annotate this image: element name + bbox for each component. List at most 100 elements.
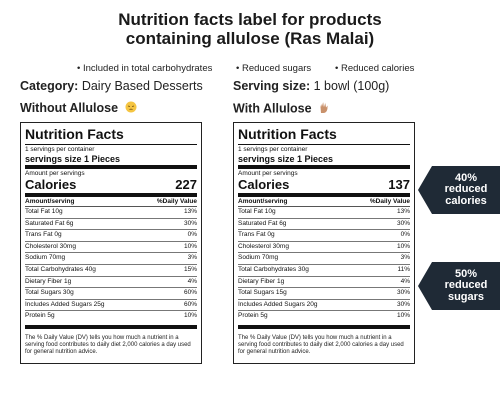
nutrient-dv: 11% (397, 265, 410, 273)
left-footnote: The % Daily Value (DV) tells you how muc… (25, 334, 191, 355)
nutrient-name: Total Carbohydrates 40g (25, 265, 96, 273)
nutrient-dv: 30% (183, 219, 197, 227)
left-col-header: Amount/serving %Daily Value (25, 198, 197, 206)
pensive-face-icon (125, 101, 137, 116)
nutrient-name: Includes Added Sugars 25g (25, 300, 105, 308)
right-amount-per: Amount per servings (238, 170, 298, 177)
nutrient-dv: 60% (183, 289, 197, 297)
right-heading-text: With Allulose (233, 101, 312, 116)
right-nutrition-label: Nutrition Facts 1 servings per container… (233, 122, 415, 364)
nutrient-dv: 10% (396, 312, 410, 320)
right-calories-label: Calories (238, 177, 290, 192)
nutrient-name: Protein 5g (25, 312, 55, 320)
page-title: Nutrition facts label for products conta… (0, 10, 500, 48)
nutrient-name: Cholesterol 30mg (25, 242, 76, 250)
left-nutrient-row: Sodium 70mg 3% (25, 253, 197, 265)
nutrient-dv: 10% (396, 242, 410, 250)
serving-label: Serving size: (233, 79, 311, 93)
right-servings-per: 1 servings per container (238, 146, 308, 153)
sugars-badge-percent: 50% (454, 267, 478, 280)
nutrient-dv: 30% (396, 219, 410, 227)
left-nutrient-row: Total Sugars 30g 60% (25, 288, 197, 300)
right-col-header: Amount/serving %Daily Value (238, 198, 410, 206)
left-nutrient-row: Total Carbohydrates 40g 15% (25, 265, 197, 277)
legend-sugars: • Reduced sugars (236, 63, 312, 74)
calories-badge-calories: calories (445, 194, 487, 207)
nutrient-name: Total Fat 10g (238, 208, 276, 215)
nutrient-dv: 13% (396, 208, 410, 215)
nutrient-name: Total Carbohydrates 30g (238, 265, 309, 273)
serving-size: Serving size: 1 bowl (100g) (233, 79, 389, 93)
nutrient-dv: 30% (396, 289, 410, 297)
calories-badge-percent: 40% (454, 171, 478, 184)
right-calories-row: Calories 137 (238, 178, 410, 192)
nutrient-name: Saturated Fat 6g (238, 219, 287, 227)
nutrient-dv: 0% (400, 231, 410, 239)
left-nutrient-row: Includes Added Sugars 25g 60% (25, 300, 197, 312)
calories-badge-reduced: reduced (444, 183, 488, 196)
calories-reduction-badge: 40% reduced calories (418, 166, 500, 214)
left-nf-title: Nutrition Facts (25, 126, 124, 142)
nutrient-dv: 13% (183, 208, 197, 215)
right-serving-size: servings size 1 Pieces (238, 154, 334, 164)
left-rows: Total Fat 10g 13% Saturated Fat 6g 30% Trans… (25, 207, 197, 322)
right-nutrient-row: Total Carbohydrates 30g 11% (238, 265, 410, 277)
nutrient-dv: 60% (183, 300, 197, 308)
nutrient-name: Cholesterol 30mg (238, 242, 289, 250)
right-nutrient-row: Cholesterol 30mg 10% (238, 242, 410, 254)
right-nutrient-row: Trans Fat 0g 0% (238, 230, 410, 242)
left-nutrient-row: Protein 5g 10% (25, 311, 197, 322)
left-amount-per: Amount per servings (25, 170, 85, 177)
right-col-dv: %Daily Value (369, 198, 410, 205)
sugars-badge-sugars: sugars (447, 290, 485, 303)
serving-value: 1 bowl (100g) (313, 79, 390, 93)
nutrient-dv: 15% (183, 265, 197, 273)
left-servings-per: 1 servings per container (25, 146, 95, 153)
nutrient-name: Dietary Fiber 1g (25, 277, 72, 285)
nutrient-name: Total Fat 10g (25, 208, 63, 215)
left-nutrient-row: Dietary Fiber 1g 4% (25, 277, 197, 289)
nutrient-dv: 3% (400, 254, 410, 262)
right-nf-title: Nutrition Facts (238, 126, 337, 142)
nutrient-dv: 3% (187, 254, 197, 262)
right-footnote: The % Daily Value (DV) tells you how muc… (238, 334, 404, 355)
right-rows: Total Fat 10g 13% Saturated Fat 6g 30% Trans… (238, 207, 410, 322)
title-line-1: Nutrition facts label for products (118, 10, 382, 29)
nutrient-dv: 0% (187, 231, 197, 239)
sugars-reduction-badge: 50% reduced sugars (418, 262, 500, 310)
nutrient-dv: 10% (183, 242, 197, 250)
title-line-2: containing allulose (Ras Malai) (125, 29, 375, 48)
right-nutrient-row: Includes Added Sugars 20g 30% (238, 300, 410, 312)
right-nutrient-row: Total Sugars 15g 30% (238, 288, 410, 300)
right-nutrient-row: Dietary Fiber 1g 4% (238, 277, 410, 289)
left-nutrient-row: Total Fat 10g 13% (25, 207, 197, 219)
nutrient-name: Trans Fat 0g (25, 231, 62, 239)
nutrient-name: Saturated Fat 6g (25, 219, 74, 227)
left-calories-row: Calories 227 (25, 178, 197, 192)
legend-carbs: • Included in total carbohydrates (77, 63, 213, 74)
left-serving-size: servings size 1 Pieces (25, 154, 121, 164)
left-col-amount: Amount/serving (25, 198, 75, 205)
category-label: Category: (20, 79, 79, 93)
left-nutrient-row: Cholesterol 30mg 10% (25, 242, 197, 254)
category-value: Dairy Based Desserts (81, 79, 203, 93)
category: Category: Dairy Based Desserts (20, 79, 203, 93)
left-col-dv: %Daily Value (156, 198, 197, 205)
left-calories-label: Calories (25, 177, 77, 192)
raised-hand-icon (318, 101, 330, 117)
legend-calories: • Reduced calories (335, 63, 415, 74)
nutrient-name: Total Sugars 30g (25, 289, 74, 297)
sugars-badge-reduced: reduced (444, 279, 488, 292)
nutrient-name: Includes Added Sugars 20g (238, 300, 318, 308)
left-nutrition-label: Nutrition Facts 1 servings per container… (20, 122, 202, 364)
left-heading: Without Allulose (20, 101, 137, 116)
right-nutrient-row: Saturated Fat 6g 30% (238, 219, 410, 231)
right-nutrient-row: Total Fat 10g 13% (238, 207, 410, 219)
nutrient-dv: 30% (396, 300, 410, 308)
nutrient-name: Trans Fat 0g (238, 231, 275, 239)
nutrient-name: Dietary Fiber 1g (238, 277, 285, 285)
left-heading-text: Without Allulose (20, 101, 119, 115)
nutrient-name: Sodium 70mg (25, 254, 66, 262)
right-heading: With Allulose (233, 101, 330, 117)
left-nutrient-row: Trans Fat 0g 0% (25, 230, 197, 242)
